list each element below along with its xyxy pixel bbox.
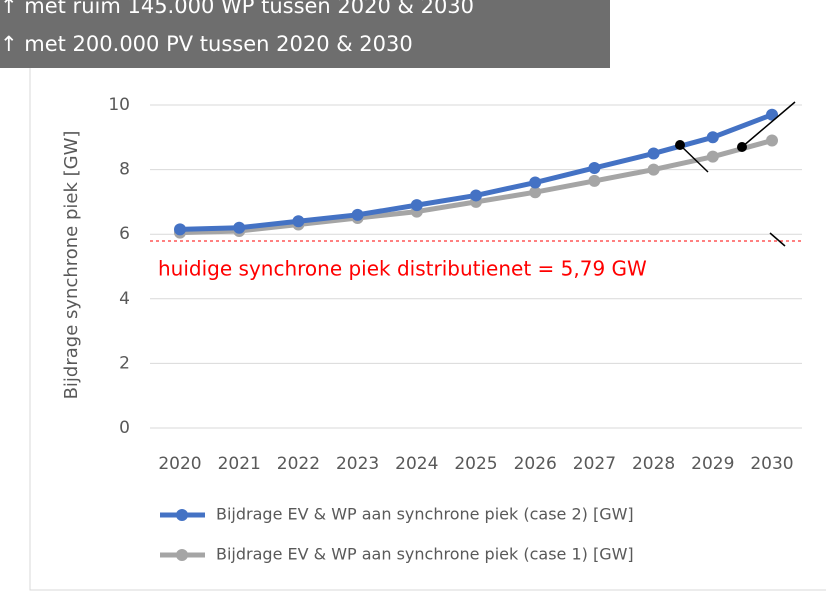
callout-box xyxy=(0,0,610,68)
leader-dot xyxy=(675,140,685,150)
chart-frame xyxy=(29,0,826,591)
data-point xyxy=(292,215,305,228)
x-tick-label: 2027 xyxy=(573,454,616,474)
data-point xyxy=(470,189,482,202)
y-tick-label: 2 xyxy=(119,353,130,373)
x-tick-label: 2029 xyxy=(691,454,734,474)
legend-label: Bijdrage EV & WP aan synchrone piek (cas… xyxy=(216,505,634,524)
data-point xyxy=(706,131,719,144)
x-tick-label: 2023 xyxy=(336,454,379,474)
data-point xyxy=(647,147,660,160)
data-point xyxy=(529,176,542,189)
leader-line xyxy=(679,144,709,173)
data-point xyxy=(174,223,186,236)
x-tick-label: 2020 xyxy=(158,454,201,474)
callout-text: ↑ met 200.000 PV tussen 2020 & 2030 xyxy=(0,32,413,56)
leader-dot xyxy=(737,142,747,152)
data-point xyxy=(410,199,423,212)
data-point xyxy=(351,208,364,221)
data-point xyxy=(766,134,778,147)
data-point xyxy=(588,161,601,174)
legend-marker xyxy=(176,509,188,521)
callout-text: ↑ met ruim 145.000 WP tussen 2020 & 2030 xyxy=(0,0,474,18)
y-tick-label: 4 xyxy=(119,289,130,309)
y-tick-label: 0 xyxy=(119,418,130,438)
x-tick-label: 2028 xyxy=(632,454,675,474)
x-tick-label: 2021 xyxy=(218,454,261,474)
leader-line xyxy=(741,101,796,148)
data-point xyxy=(706,150,719,163)
y-axis-title: Bijdrage synchrone piek [GW] xyxy=(61,131,82,400)
callout-leaders xyxy=(679,101,796,247)
y-tick-label: 10 xyxy=(108,95,130,115)
leader-line xyxy=(769,232,786,247)
x-tick-label: 2030 xyxy=(750,454,793,474)
data-point xyxy=(588,174,601,187)
plot-area: 0 2 4 6 8 10 2020 2021 2022 2023 2024 2025 2026 2027 2… xyxy=(108,95,802,564)
y-tick-label: 6 xyxy=(119,224,130,244)
y-tick-label: 8 xyxy=(119,160,130,180)
legend-label: Bijdrage EV & WP aan synchrone piek (cas… xyxy=(216,545,634,564)
data-point xyxy=(647,163,660,176)
x-tick-label: 2025 xyxy=(454,454,497,474)
x-tick-label: 2024 xyxy=(395,454,438,474)
data-point xyxy=(233,221,246,234)
data-point xyxy=(529,186,542,199)
reference-label: huidige synchrone piek distributienet = … xyxy=(158,257,647,281)
x-tick-label: 2026 xyxy=(514,454,557,474)
data-point xyxy=(766,108,778,121)
legend-marker xyxy=(176,549,188,561)
x-tick-label: 2022 xyxy=(277,454,320,474)
